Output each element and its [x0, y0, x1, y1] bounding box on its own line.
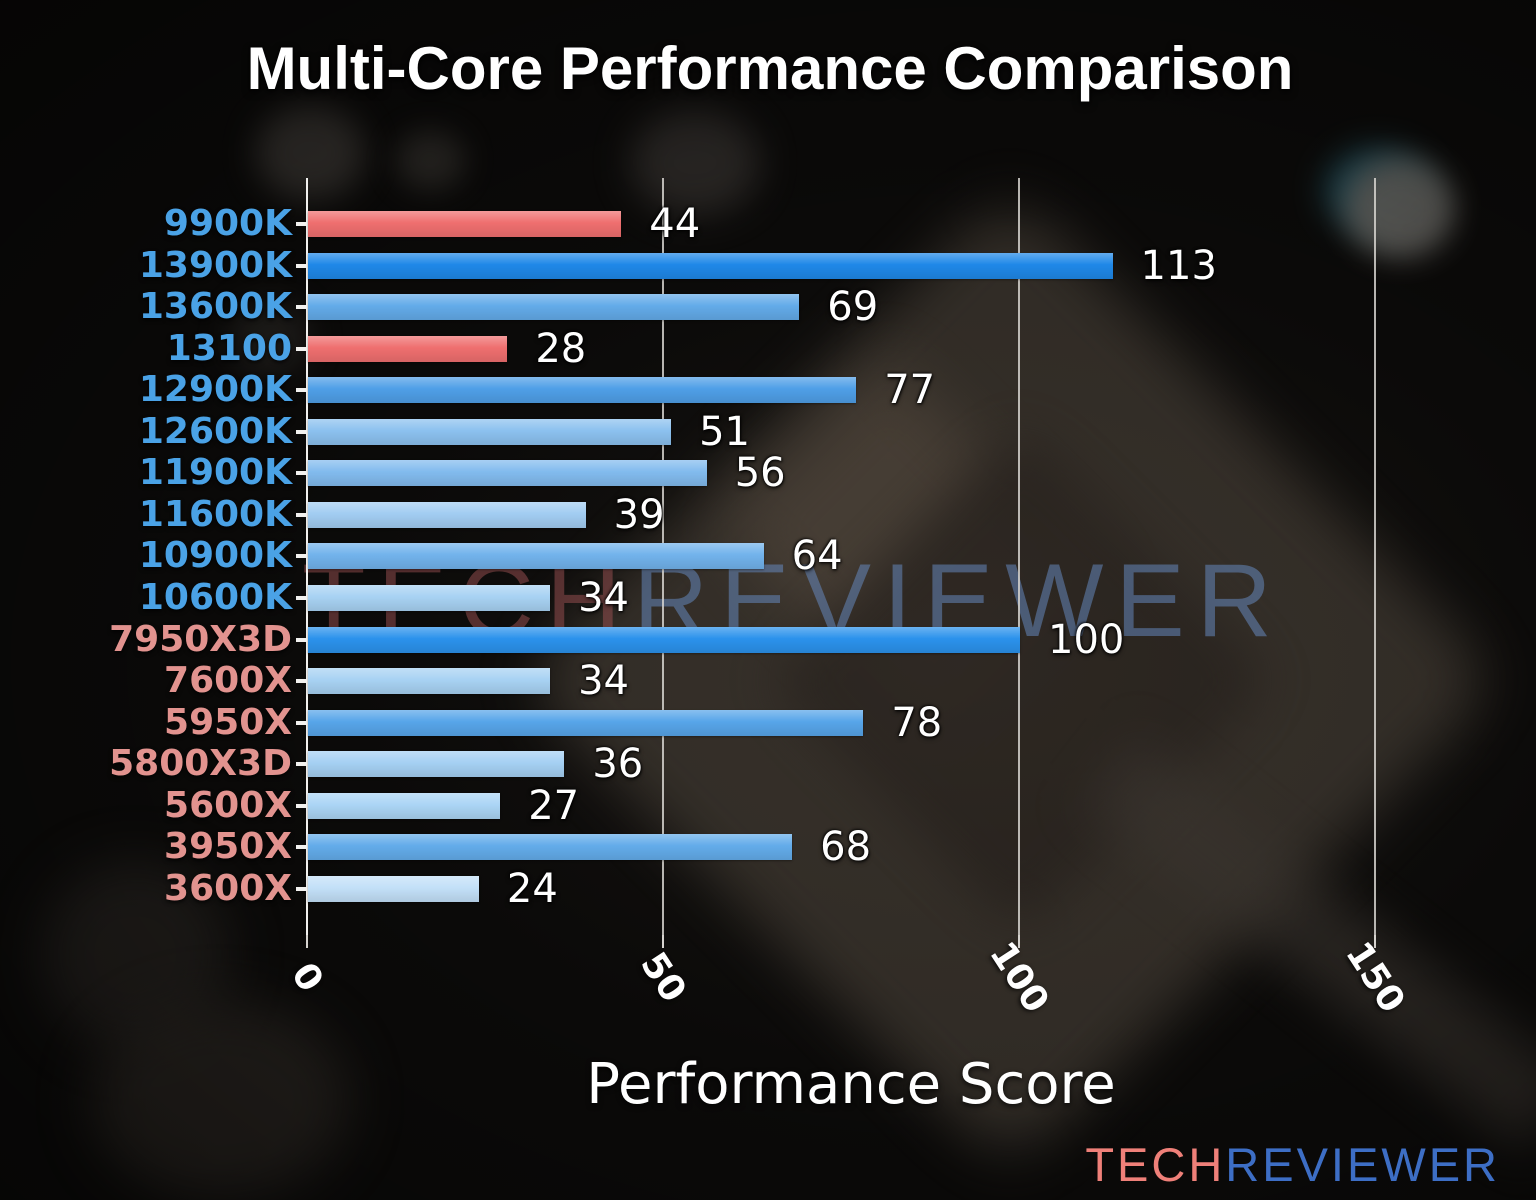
y-tick: [296, 845, 307, 850]
value-label-5950X: 78: [891, 699, 943, 746]
y-tick: [296, 305, 307, 310]
y-tick: [296, 803, 307, 808]
x-axis-label: Performance Score: [586, 1052, 1116, 1117]
value-label-7950X3D: 100: [1048, 616, 1125, 663]
y-tick: [296, 720, 307, 725]
bar-3950X: [308, 834, 793, 861]
bar-5800X3D: [308, 751, 565, 778]
bar-5950X: [308, 709, 864, 736]
value-label-10900K: 64: [791, 533, 843, 580]
bg-dark-blob: [90, 1000, 350, 1200]
value-label-11600K: 39: [613, 491, 665, 538]
bar-11600K: [308, 501, 586, 528]
category-label-9900K: 9900K: [163, 203, 292, 244]
bar-13900K: [308, 252, 1113, 279]
bar-9900K: [308, 211, 622, 237]
brand-logo: TECHREVIEWER: [1085, 1137, 1500, 1192]
value-label-13600K: 69: [827, 284, 879, 331]
category-label-5950X: 5950X: [164, 701, 292, 743]
category-label-10900K: 10900K: [138, 535, 292, 577]
value-label-13100: 28: [535, 325, 587, 372]
y-tick: [296, 346, 307, 351]
value-label-12900K: 77: [884, 367, 936, 414]
value-label-13900K: 113: [1140, 242, 1217, 289]
y-tick: [296, 596, 307, 601]
chart-title: Multi-Core Performance Comparison: [246, 35, 1294, 102]
category-label-12600K: 12600K: [138, 410, 292, 452]
category-label-11900K: 11900K: [138, 452, 292, 494]
category-label-13100: 13100: [166, 327, 292, 369]
category-label-13900K: 13900K: [138, 244, 292, 286]
gridline-100: [1018, 178, 1020, 935]
bar-10900K: [308, 543, 764, 570]
bar-5600X: [308, 792, 501, 819]
category-label-7600X: 7600X: [164, 660, 292, 702]
logo-reviewer: REVIEWER: [1225, 1138, 1500, 1191]
y-tick: [296, 554, 307, 559]
category-label-5800X3D: 5800X3D: [109, 743, 292, 785]
category-label-12900K: 12900K: [138, 369, 292, 411]
bar-13600K: [308, 294, 800, 321]
value-label-11900K: 56: [734, 450, 786, 497]
category-label-3600X: 3600X: [164, 867, 292, 909]
gridline-150: [1374, 178, 1376, 935]
bar-13100: [308, 335, 508, 362]
value-label-3950X: 68: [820, 824, 872, 871]
y-tick: [296, 762, 307, 767]
y-tick: [296, 222, 307, 226]
bar-7600X: [308, 668, 551, 695]
value-label-5800X3D: 36: [592, 741, 644, 788]
plot-area: 44 113 69 28 77 51 56 39 64 34 100 34 78 36 27 68 24: [306, 178, 1490, 948]
value-label-7600X: 34: [578, 658, 629, 705]
category-label-10600K: 10600K: [138, 577, 292, 619]
y-tick: [296, 471, 307, 476]
bar-3600X: [308, 875, 479, 902]
x-tick: [306, 935, 308, 948]
logo-tech: TECH: [1085, 1138, 1226, 1191]
category-label-13600K: 13600K: [138, 286, 292, 328]
category-label-3950X: 3950X: [164, 826, 292, 868]
bar-7950X3D: [308, 626, 1020, 653]
bar-10600K: [308, 585, 551, 612]
value-label-12600K: 51: [699, 408, 751, 455]
bar-11900K: [308, 460, 707, 487]
category-label-11600K: 11600K: [138, 493, 292, 535]
y-tick: [296, 429, 307, 434]
value-label-10600K: 34: [578, 575, 629, 622]
y-tick: [296, 679, 307, 684]
bar-12900K: [308, 377, 857, 404]
y-tick: [296, 512, 307, 517]
y-tick: [296, 886, 307, 891]
y-tick: [296, 263, 307, 268]
y-tick: [296, 637, 307, 642]
value-label-5600X: 27: [528, 782, 580, 829]
value-label-3600X: 24: [506, 865, 558, 912]
bar-12600K: [308, 418, 672, 445]
category-label-7950X3D: 7950X3D: [109, 618, 292, 660]
category-label-5600X: 5600X: [164, 784, 292, 826]
value-label-9900K: 44: [649, 201, 701, 247]
y-tick: [296, 388, 307, 393]
